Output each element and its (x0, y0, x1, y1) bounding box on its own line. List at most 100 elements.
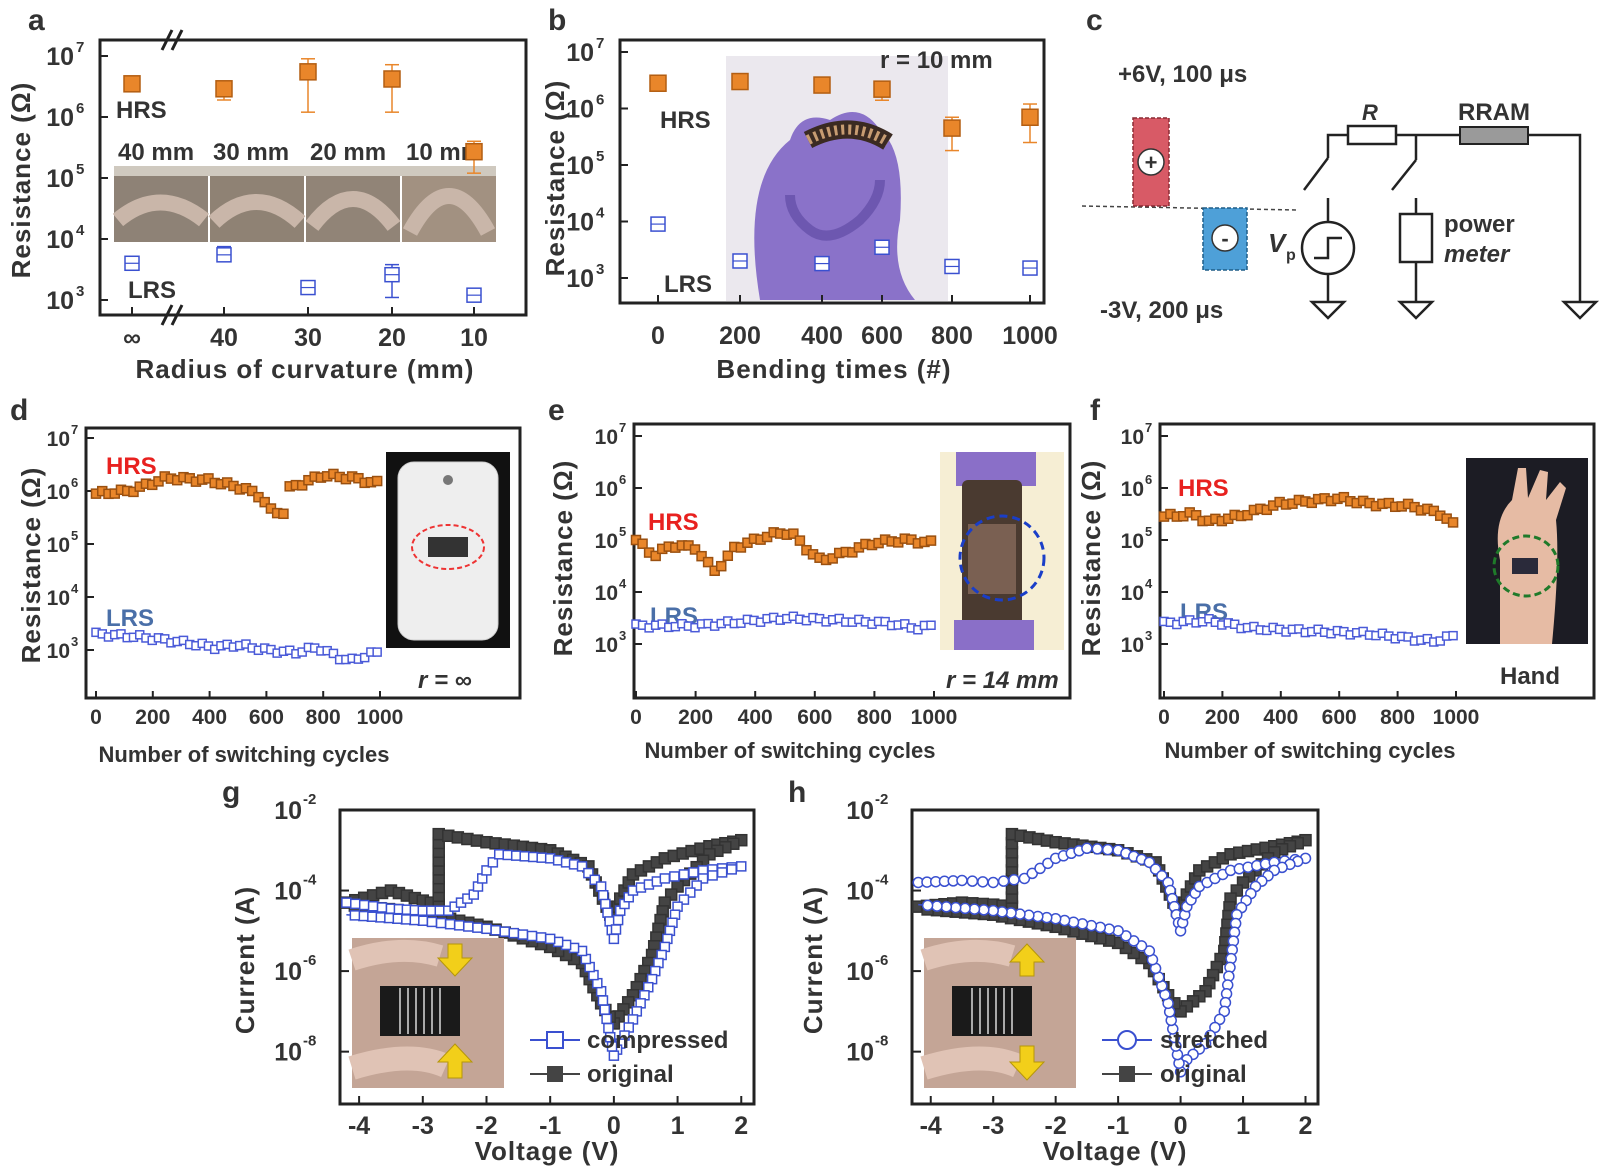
point-e-hrs-24 (788, 528, 799, 539)
stretched-inset-photo (920, 938, 1076, 1088)
point-g-compressed-53 (688, 867, 699, 878)
xtick-label-b-1: 200 (719, 322, 761, 350)
ytick-exp-e-7: 7 (619, 420, 626, 435)
ytick-label-f-6: 10 (1121, 478, 1144, 501)
point-h-stretched-9 (997, 875, 1010, 887)
point-e-hrs-11 (702, 556, 714, 568)
point-a-hrs-1 (215, 80, 233, 98)
x-axis-title-a: Radius of curvature (mm) (136, 354, 475, 384)
point-g-compressed-4 (376, 902, 388, 913)
ytick-label-f-7: 10 (1121, 426, 1144, 449)
xtick-label-h--3: -3 (982, 1112, 1004, 1140)
ytick-label-b-3: 10 (566, 265, 594, 293)
ytick-exp-d-5: 5 (71, 528, 78, 543)
point-g-compressed-21 (493, 849, 505, 860)
point-g-compressed-33 (589, 874, 601, 886)
ytick-label-d-7: 10 (47, 428, 70, 451)
point-h-stretched-117 (978, 904, 990, 916)
point-g-compressed-9 (417, 905, 429, 916)
point-g-compressed-20 (487, 857, 499, 868)
ytick-exp-a-6: 6 (76, 100, 84, 117)
ytick-label-b-4: 10 (566, 209, 594, 237)
point-h-stretched-120 (949, 901, 962, 914)
ytick-exp-h--4: -4 (875, 872, 889, 889)
point-g-compressed-61 (707, 870, 718, 881)
y-axis-title-e: Resistance (Ω) (548, 460, 578, 657)
ytick-label-a-6: 10 (46, 104, 74, 132)
point-h-stretched-12 (1026, 867, 1038, 880)
point-g-compressed-26 (536, 852, 547, 863)
point-g-compressed-63 (691, 880, 702, 891)
point-b-hrs-0 (649, 74, 667, 92)
point-h-stretched-119 (959, 902, 971, 915)
legend-label-compressed: compressed (587, 1027, 728, 1054)
point-b-hrs-3 (873, 80, 891, 98)
ytick-label-b-6: 10 (566, 96, 594, 124)
point-g-compressed-10 (426, 905, 437, 916)
ytick-exp-g--4: -4 (303, 872, 317, 889)
ytick-label-e-5: 10 (595, 530, 618, 553)
y-axis-title-a: Resistance (Ω) (6, 82, 36, 279)
ytick-label-h--6: 10 (846, 958, 874, 986)
y-axis-title-g: Current (A) (230, 886, 260, 1034)
y-axis-title-b: Resistance (Ω) (540, 80, 570, 277)
point-e-hrs-25 (794, 535, 806, 546)
ytick-exp-b-6: 6 (596, 92, 604, 109)
hrs-label-f: HRS (1178, 475, 1229, 502)
ytick-label-b-5: 10 (566, 152, 594, 180)
point-g-compressed-120 (375, 912, 386, 923)
xtick-label-a-0: ∞ (123, 324, 141, 352)
point-g-compressed-116 (409, 914, 420, 926)
ytick-exp-h--8: -8 (875, 1033, 888, 1050)
point-g-compressed-50 (659, 873, 671, 884)
point-a-hrs-3 (383, 70, 401, 88)
point-g-compressed-22 (502, 849, 513, 861)
panel-h-frame (910, 808, 1320, 1106)
inset-label-20mm: 20 mm (310, 139, 386, 166)
pulse-baseline (1081, 205, 1299, 211)
power-meter-symbol (1398, 212, 1434, 264)
ytick-label-e-7: 10 (595, 426, 618, 449)
panel-h-chart: stretched original 10-810-610-410-2 -4 -3… (798, 791, 1320, 1166)
panel-g-chart: compressed original 10-810-610-410-2 -4-… (230, 791, 756, 1166)
ytick-label-g--6: 10 (274, 958, 302, 986)
ytick-exp-a-5: 5 (76, 161, 84, 178)
panel-b-frame (618, 38, 1046, 305)
point-h-stretched-13 (1034, 862, 1046, 875)
point-d-hrs-25 (246, 485, 258, 497)
bending-inset-photos: 40 mm 30 mm 20 mm 10 mm (112, 139, 496, 242)
ytick-exp-d-3: 3 (71, 634, 78, 649)
point-h-stretched-122 (931, 900, 943, 912)
xtick-label-d-600: 600 (249, 706, 284, 729)
ytick-exp-g--2: -2 (303, 791, 316, 808)
point-g-compressed-115 (417, 915, 429, 927)
xtick-label-e-0: 0 (630, 706, 642, 729)
point-h-stretched-101 (1120, 930, 1132, 942)
power-meter-label-1: power (1444, 211, 1515, 238)
point-h-stretched-14 (1042, 857, 1054, 870)
cylinder-inset-photo (940, 452, 1064, 650)
point-e-hrs-1 (637, 538, 648, 549)
point-b-hrs-1 (731, 72, 749, 91)
ytick-exp-f-3: 3 (1145, 628, 1152, 643)
point-g-compressed-102 (535, 932, 547, 943)
ytick-exp-b-4: 4 (596, 205, 605, 222)
panel-label-g: g (222, 776, 240, 809)
radius-annotation-e: r = 14 mm (946, 667, 1059, 694)
point-b-hrs-5 (1021, 108, 1039, 127)
ytick-label-h--4: 10 (846, 878, 874, 906)
xtick-label-f-1000: 1000 (1433, 706, 1480, 729)
xtick-label-g--3: -3 (412, 1112, 434, 1140)
xtick-label-h-1: 1 (1236, 1112, 1250, 1140)
xtick-label-h--1: -1 (1107, 1112, 1129, 1140)
lrs-label-a: LRS (128, 277, 176, 304)
xtick-label-g-2: 2 (734, 1112, 748, 1140)
point-g-original-72 (664, 888, 678, 901)
lrs-label-b: LRS (664, 271, 712, 298)
point-f-hrs-5 (1190, 510, 1202, 521)
resistor-symbol (1346, 124, 1398, 146)
point-g-compressed-1 (350, 898, 361, 910)
panel-label-f: f (1090, 394, 1101, 427)
svg-text:-: - (1221, 226, 1228, 251)
